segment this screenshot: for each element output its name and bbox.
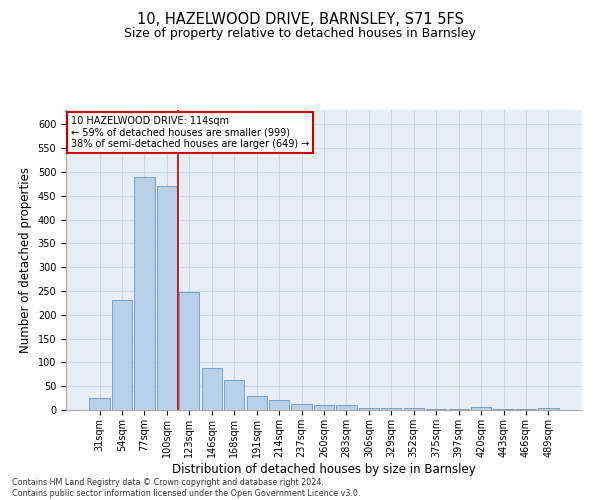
Bar <box>359 408 379 410</box>
Bar <box>404 408 424 410</box>
Bar <box>516 409 536 410</box>
Bar <box>381 408 401 410</box>
Bar <box>224 380 244 410</box>
Bar <box>314 405 334 410</box>
Bar <box>471 407 491 410</box>
Text: 10, HAZELWOOD DRIVE, BARNSLEY, S71 5FS: 10, HAZELWOOD DRIVE, BARNSLEY, S71 5FS <box>137 12 463 28</box>
Text: Size of property relative to detached houses in Barnsley: Size of property relative to detached ho… <box>124 28 476 40</box>
Bar <box>538 408 559 410</box>
Bar <box>157 186 177 410</box>
Bar <box>493 408 514 410</box>
Text: Contains HM Land Registry data © Crown copyright and database right 2024.
Contai: Contains HM Land Registry data © Crown c… <box>12 478 361 498</box>
X-axis label: Distribution of detached houses by size in Barnsley: Distribution of detached houses by size … <box>172 462 476 475</box>
Bar <box>292 404 311 410</box>
Bar <box>247 396 267 410</box>
Bar <box>202 368 222 410</box>
Bar <box>269 400 289 410</box>
Text: 10 HAZELWOOD DRIVE: 114sqm
← 59% of detached houses are smaller (999)
38% of sem: 10 HAZELWOOD DRIVE: 114sqm ← 59% of deta… <box>71 116 310 149</box>
Bar <box>134 176 155 410</box>
Bar <box>89 398 110 410</box>
Bar <box>179 292 199 410</box>
Y-axis label: Number of detached properties: Number of detached properties <box>19 167 32 353</box>
Bar <box>449 408 469 410</box>
Bar <box>112 300 132 410</box>
Bar <box>426 408 446 410</box>
Bar <box>337 405 356 410</box>
